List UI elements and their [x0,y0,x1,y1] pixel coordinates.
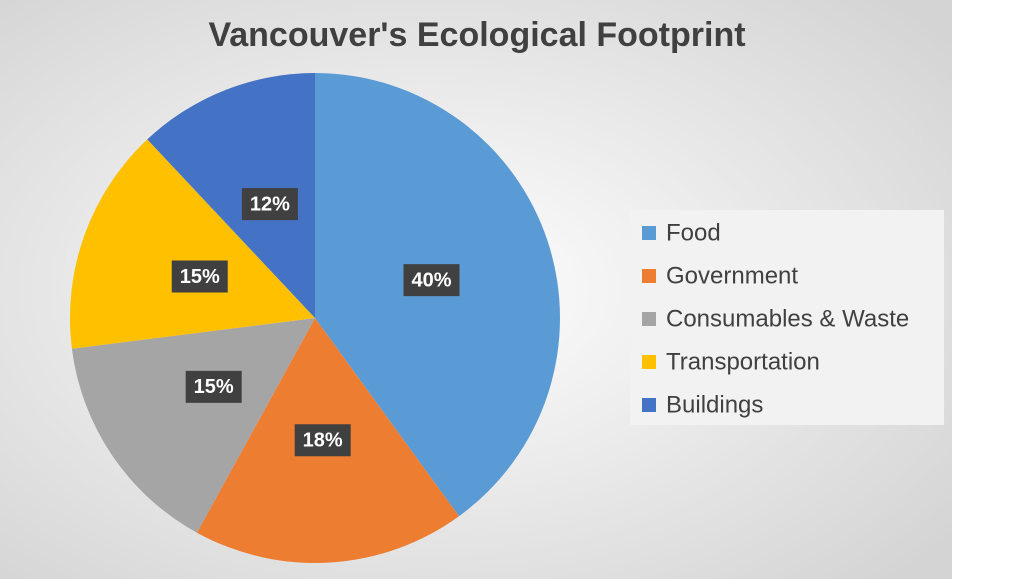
legend-label: Food [666,219,721,246]
legend-swatch [642,398,656,412]
pie-slice [71,318,315,533]
data-label-box [185,370,242,403]
legend-label: Government [666,262,798,289]
data-label: 12% [250,193,290,215]
legend-label: Consumables & Waste [666,305,909,332]
pie-slice [147,73,315,318]
data-label: 18% [303,430,343,452]
chart-title: Vancouver's Ecological Footprint [208,16,745,54]
data-label: 15% [194,376,234,398]
legend-swatch [642,312,656,326]
data-label-box [241,188,298,221]
data-label: 40% [411,269,451,291]
data-label-box [171,260,228,293]
data-label-box [403,264,460,297]
legend-box [630,210,944,425]
pie-slice [70,139,315,349]
data-label: 15% [180,266,220,288]
legend-label: Transportation [666,348,820,375]
legend-swatch [642,226,656,240]
legend-swatch [642,355,656,369]
data-label-box [294,424,351,457]
legend-label: Buildings [666,391,763,418]
legend-swatch [642,269,656,283]
